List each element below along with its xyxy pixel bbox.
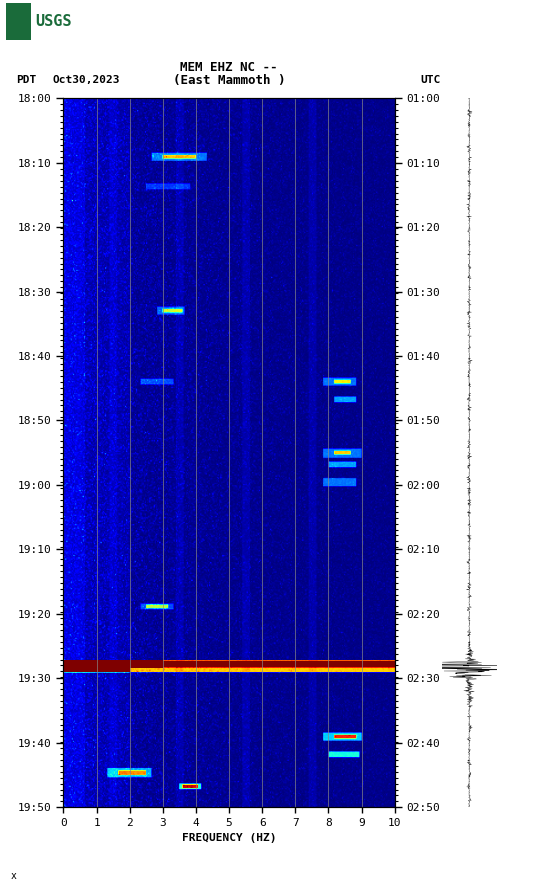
- FancyBboxPatch shape: [6, 3, 31, 40]
- Text: UTC: UTC: [421, 75, 440, 86]
- X-axis label: FREQUENCY (HZ): FREQUENCY (HZ): [182, 833, 277, 843]
- Text: Oct30,2023: Oct30,2023: [52, 75, 120, 86]
- Text: USGS: USGS: [35, 14, 72, 29]
- Text: (East Mammoth ): (East Mammoth ): [173, 74, 285, 87]
- Text: MEM EHZ NC --: MEM EHZ NC --: [181, 62, 278, 74]
- Text: x: x: [11, 871, 17, 881]
- Text: PDT: PDT: [17, 75, 37, 86]
